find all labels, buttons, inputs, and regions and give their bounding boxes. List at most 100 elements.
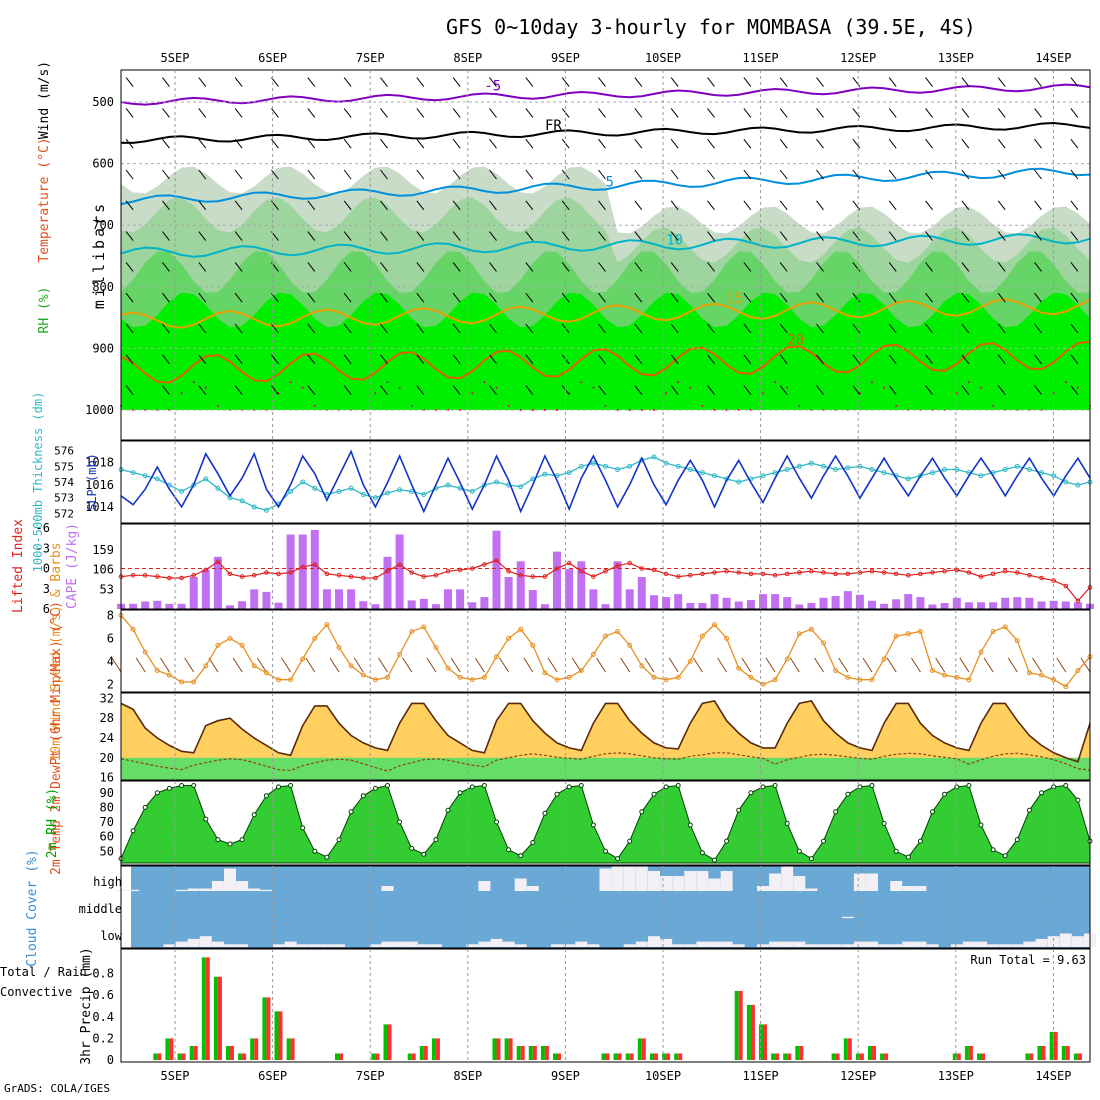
precip-rain-bar <box>238 1053 243 1060</box>
contour-25-point <box>313 405 316 407</box>
wind-barb <box>234 169 243 180</box>
rh2m-point <box>603 848 608 854</box>
thickness-point <box>397 487 403 493</box>
wind-barb <box>925 292 933 303</box>
panel-frame <box>120 948 1091 1063</box>
rh2m-point <box>845 791 851 797</box>
lifted-index-point <box>724 568 729 574</box>
rh2m-label: 2m RH (%) <box>45 788 60 858</box>
rh2m-point <box>457 790 463 796</box>
cape-bar <box>189 577 198 609</box>
pressure-tick: 700 <box>92 218 114 232</box>
precip-rain-bar <box>1049 1031 1054 1060</box>
wind-barb <box>925 169 933 180</box>
slp-tick: 1018 <box>85 456 114 470</box>
precip-conv-bar <box>411 1053 416 1060</box>
wind10-point <box>590 651 596 657</box>
cape-bar <box>746 600 755 609</box>
wind-barb <box>707 108 715 118</box>
wind-barb <box>380 292 388 303</box>
wind-barb <box>380 354 388 365</box>
wind-barb <box>852 77 861 87</box>
wind-barb <box>925 385 933 395</box>
rh2m-point <box>724 838 730 844</box>
wind10-point <box>627 642 633 648</box>
lifted-index-point <box>324 571 330 577</box>
thickness-tick: 576 <box>54 445 74 458</box>
cape-bar <box>1037 601 1046 609</box>
cloud-bar <box>902 941 915 947</box>
temperature-side-label: Temperature (°C) <box>37 137 52 262</box>
contour-25-point <box>180 392 183 395</box>
wind10-barb <box>644 657 655 673</box>
cloud-bar <box>248 888 261 891</box>
cloud-bar <box>696 941 709 947</box>
cloud-bar <box>708 878 721 891</box>
precip-rain-bar <box>153 1053 158 1060</box>
pressure-tick: 900 <box>92 341 114 355</box>
static-layer <box>120 69 1091 1063</box>
contour-25-point <box>386 381 389 384</box>
wind-barb <box>162 385 170 395</box>
panel-frame <box>120 523 1091 610</box>
wind-barb <box>307 262 316 272</box>
precip-conv-bar <box>884 1053 889 1060</box>
lifted-index-point <box>893 571 899 577</box>
wind-barb <box>598 231 606 241</box>
cape-bar <box>129 603 138 609</box>
wind-barb <box>525 262 534 272</box>
wind-barb <box>343 200 352 211</box>
cloud-bar <box>781 866 794 891</box>
lifted-index-point <box>639 566 645 571</box>
thickness-point <box>360 492 366 497</box>
precip-rain-bar <box>952 1053 957 1060</box>
wind10-barb <box>353 657 364 673</box>
wind10-barb <box>1080 657 1091 673</box>
precip-rain-bar <box>165 1038 170 1060</box>
contour-25-point <box>592 386 595 389</box>
lifted-index-point <box>215 559 221 565</box>
top-date-label: 14SEP <box>1035 51 1071 65</box>
cloud-bar <box>769 941 782 947</box>
cloud-row-label: middle <box>79 902 122 916</box>
rh2m-point <box>469 784 475 790</box>
precip-conv-bar <box>678 1053 683 1060</box>
top-date-label: 5SEP <box>161 51 190 65</box>
cloud-bar <box>635 941 648 947</box>
wind-barb <box>234 200 243 211</box>
wind-barb <box>961 200 970 211</box>
lifted-index-point <box>688 573 693 578</box>
wind-barb <box>1070 262 1079 272</box>
cloud-bar <box>211 941 224 947</box>
cape-tick: 106 <box>92 563 114 577</box>
cape-bar <box>456 589 465 610</box>
lifted-index-point <box>191 573 196 578</box>
upper-air-panel: -5 FR 5 10 15 20 <box>120 70 1091 411</box>
cloud-bar <box>684 871 697 891</box>
lifted-index-point <box>409 570 415 575</box>
cape-bar <box>565 569 574 609</box>
cloud-bar <box>514 878 527 891</box>
wind-barb <box>997 323 1006 334</box>
wind-barb <box>779 138 788 149</box>
contour-25-point <box>495 386 498 389</box>
wind10-point <box>893 633 899 639</box>
lifted-index-point <box>421 574 427 579</box>
wind-barb <box>925 138 933 149</box>
contour-25-point <box>604 405 607 407</box>
rh2m-point <box>687 822 693 828</box>
contour-25-point <box>628 409 631 411</box>
wind-barb <box>634 200 643 211</box>
lifted-index-point <box>227 571 233 577</box>
wind10-point <box>239 642 245 648</box>
thickness-point <box>385 490 390 496</box>
precip-conv-bar <box>193 1046 198 1060</box>
wind-barb <box>816 200 824 211</box>
wind-barb <box>670 77 679 87</box>
rh2m-point <box>336 837 342 843</box>
wind-barb <box>816 354 824 365</box>
contour-25-point <box>955 392 958 395</box>
wind-barb <box>525 138 534 149</box>
lifted-index-point <box>554 566 560 571</box>
cape-bar <box>710 594 719 609</box>
